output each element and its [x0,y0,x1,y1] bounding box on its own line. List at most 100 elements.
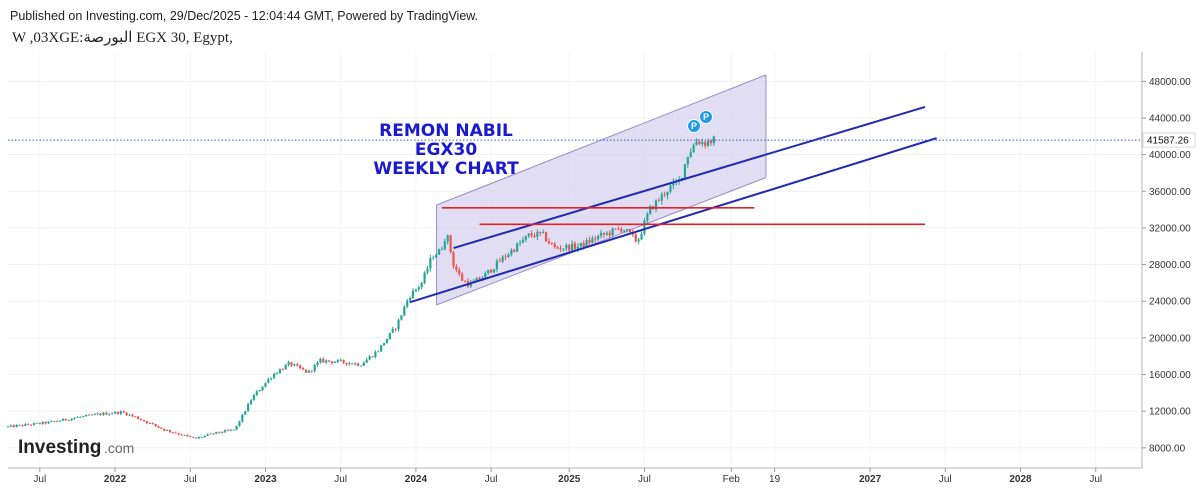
candle [157,425,160,428]
candle [698,141,701,145]
candle [666,191,669,196]
candle [58,420,62,422]
candle [579,242,582,247]
candle [368,356,371,360]
investing-logo: Investing .com [18,437,134,458]
candle [9,425,12,427]
candle [695,141,698,146]
candle [255,391,258,395]
candle [113,411,117,414]
candle [105,412,108,415]
candle [354,363,357,365]
logo-suffix: .com [104,440,134,456]
candle [35,422,39,424]
candle [12,425,15,427]
candle [362,362,365,366]
candle [304,369,308,373]
candle [47,421,50,424]
candle [516,243,519,252]
candle [50,421,53,423]
candle [513,249,516,252]
marker-badges[interactable]: PP [687,110,713,133]
candle [455,266,458,271]
candle [356,363,360,366]
x-tick-label: Jul [334,474,347,485]
channel-band [436,74,766,305]
candle [544,232,548,242]
candle [177,433,180,435]
y-tick-label: 32000.00 [1149,223,1191,234]
candle [562,248,565,250]
candle [437,249,441,255]
candle [267,379,270,383]
candle [174,432,177,434]
candle [432,257,435,259]
candle [429,257,432,269]
annotation-line: WEEKLY CHART [373,159,519,179]
published-header: Published on Investing.com, 29/Dec/2025 … [10,9,479,23]
candle [328,360,331,362]
candle [186,434,189,436]
candle [591,238,594,243]
candle [521,239,525,243]
pattern-badge[interactable]: P [687,119,701,133]
candle [712,136,715,144]
x-tick-label: 2027 [859,474,882,485]
candle [617,228,620,230]
candle [116,411,120,414]
candle [145,421,148,424]
candle [623,230,626,232]
candle [301,368,305,370]
candle [547,241,551,244]
candle [209,433,212,435]
candle [530,233,533,236]
candle [200,437,203,438]
candles-layer [6,135,715,439]
candle [99,413,102,415]
candle [449,235,452,253]
candle [284,364,287,370]
candle [189,435,192,437]
x-tick-label: Jul [33,474,46,485]
candle [15,425,18,427]
badge-circle [699,110,713,124]
candle [142,420,146,422]
candle [475,277,478,281]
candle [565,244,568,249]
candle [6,426,10,428]
trend-line[interactable] [409,137,937,304]
candle [481,277,484,280]
y-tick-label: 48000.00 [1149,77,1191,88]
candle [325,360,328,363]
candle [443,241,446,250]
candle [435,254,438,258]
candle [307,370,310,373]
candle [258,390,261,392]
candle [197,437,201,439]
candle [478,277,481,280]
candle [252,394,255,401]
candle [342,359,345,363]
candle [625,229,629,231]
candle [194,437,198,439]
y-tick-label: 16000.00 [1149,370,1191,381]
candle [96,413,99,415]
candle [73,417,76,419]
channel-upper-edge [436,74,767,206]
x-axis[interactable]: Jul 2022 Jul 2023 Jul 2024 Jul 2025 Jul Feb 19 2027… [33,468,1102,485]
candle [102,412,105,415]
candle [87,414,91,416]
pattern-badge[interactable]: P [699,110,713,124]
x-tick-label: 2024 [405,474,428,485]
candle [151,422,154,424]
candle [32,423,36,425]
candle [229,429,232,431]
candle [377,351,380,353]
candle [273,373,276,379]
x-tick-label: Jul [939,474,952,485]
candle [608,232,611,236]
y-axis[interactable]: 8000.00 12000.00 16000.00 20000.00 24000.00 2… [1142,77,1196,455]
candle [41,421,44,424]
